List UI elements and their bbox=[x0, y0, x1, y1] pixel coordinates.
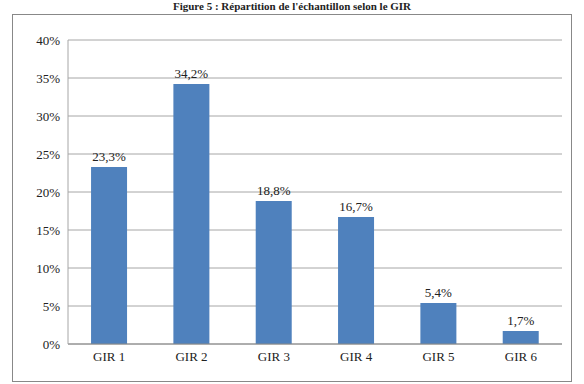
svg-text:23,3%: 23,3% bbox=[92, 149, 126, 164]
svg-text:25%: 25% bbox=[36, 147, 60, 162]
svg-text:5%: 5% bbox=[43, 299, 61, 314]
svg-text:40%: 40% bbox=[36, 33, 60, 48]
svg-text:0%: 0% bbox=[43, 337, 61, 352]
svg-text:GIR 2: GIR 2 bbox=[175, 349, 207, 364]
svg-text:GIR 6: GIR 6 bbox=[505, 349, 538, 364]
svg-text:GIR 4: GIR 4 bbox=[340, 349, 373, 364]
svg-text:16,7%: 16,7% bbox=[339, 199, 373, 214]
svg-text:35%: 35% bbox=[36, 71, 60, 86]
svg-text:1,7%: 1,7% bbox=[507, 313, 534, 328]
svg-text:18,8%: 18,8% bbox=[257, 183, 291, 198]
svg-text:GIR 5: GIR 5 bbox=[422, 349, 454, 364]
svg-text:GIR 3: GIR 3 bbox=[258, 349, 290, 364]
svg-text:20%: 20% bbox=[36, 185, 60, 200]
svg-text:34,2%: 34,2% bbox=[175, 66, 209, 81]
svg-text:10%: 10% bbox=[36, 261, 60, 276]
svg-text:5,4%: 5,4% bbox=[425, 285, 452, 300]
svg-text:15%: 15% bbox=[36, 223, 60, 238]
svg-text:GIR 1: GIR 1 bbox=[93, 349, 125, 364]
svg-text:30%: 30% bbox=[36, 109, 60, 124]
html-text:Figure 5 : Répartition de l'éc: Figure 5 : Répartition de l'échantillon … bbox=[172, 0, 412, 12]
